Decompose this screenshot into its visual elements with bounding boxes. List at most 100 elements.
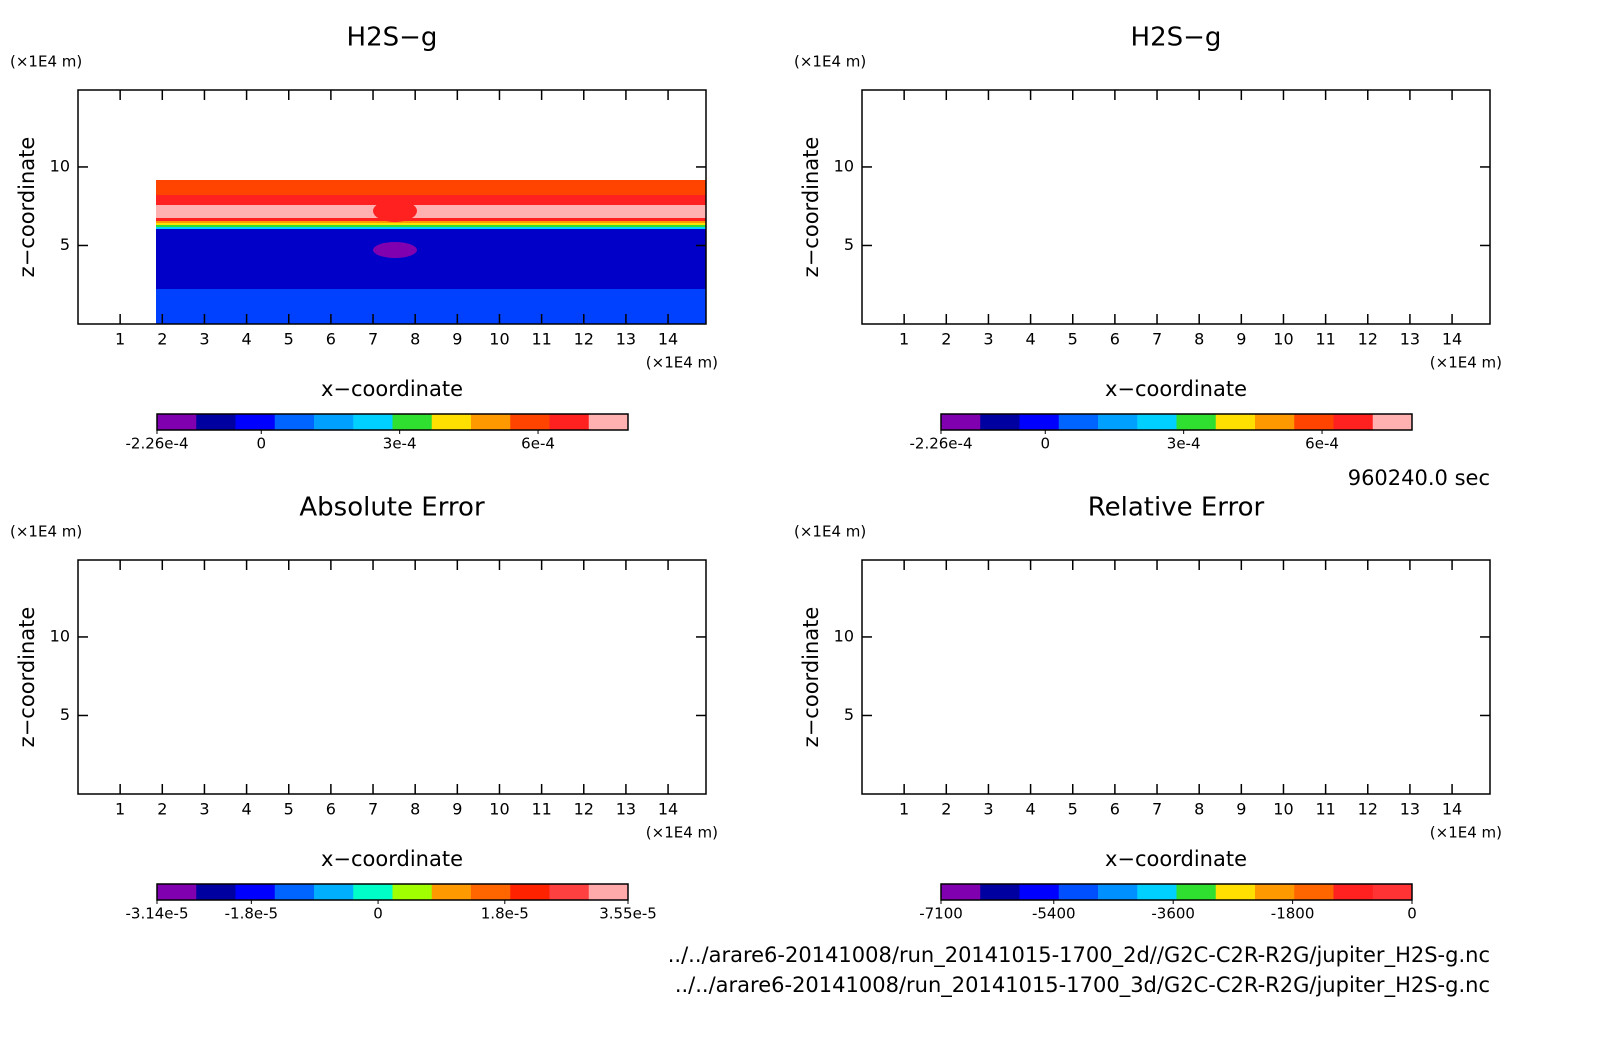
colorbar-bin bbox=[1333, 884, 1374, 900]
field bbox=[148, 681, 228, 699]
colorbar-bin bbox=[1058, 414, 1099, 430]
field bbox=[872, 562, 972, 578]
colorbar-tick-label: -1800 bbox=[1271, 905, 1315, 923]
colorbar-tick-label: -1.8e-5 bbox=[225, 905, 278, 923]
y-tick-label: 5 bbox=[60, 235, 70, 254]
colorbar-bin bbox=[1333, 414, 1374, 430]
colorbar-bin bbox=[1058, 884, 1099, 900]
field bbox=[338, 622, 398, 638]
colorbar-bin bbox=[196, 414, 236, 430]
y-tick-label: 10 bbox=[50, 156, 70, 175]
colorbar-tick-label: -2.26e-4 bbox=[126, 435, 189, 453]
field bbox=[568, 735, 706, 794]
field bbox=[368, 597, 384, 609]
field-band bbox=[78, 116, 706, 119]
field-band bbox=[156, 218, 706, 221]
y-axis-label: z−coordinate bbox=[15, 607, 39, 748]
x-tick-label: 9 bbox=[1236, 800, 1246, 819]
field bbox=[688, 597, 704, 609]
x-tick-label: 3 bbox=[983, 800, 993, 819]
x-tick-label: 1 bbox=[115, 330, 125, 349]
x-unit: (×1E4 m) bbox=[1430, 824, 1502, 842]
field-band bbox=[862, 218, 1490, 221]
field-band bbox=[156, 180, 706, 195]
x-tick-label: 7 bbox=[1152, 330, 1162, 349]
x-tick-label: 1 bbox=[899, 800, 909, 819]
field-band bbox=[156, 289, 706, 324]
colorbar-bin bbox=[1019, 884, 1060, 900]
x-tick-label: 5 bbox=[1068, 330, 1078, 349]
x-tick-label: 5 bbox=[1068, 800, 1078, 819]
field bbox=[912, 752, 972, 768]
y-unit: (×1E4 m) bbox=[794, 53, 866, 71]
y-unit: (×1E4 m) bbox=[10, 523, 82, 541]
x-tick-label: 5 bbox=[284, 800, 294, 819]
field-band bbox=[862, 122, 1490, 128]
field bbox=[1022, 655, 1490, 794]
x-tick-label: 6 bbox=[1110, 800, 1120, 819]
field bbox=[158, 597, 174, 609]
colorbar-bin bbox=[1294, 884, 1334, 900]
x-tick-label: 14 bbox=[1442, 800, 1462, 819]
x-tick-label: 13 bbox=[1400, 330, 1420, 349]
colorbar-bin bbox=[1019, 414, 1060, 430]
chart-title: Relative Error bbox=[1088, 493, 1265, 523]
field bbox=[1022, 578, 1102, 602]
x-tick-label: 7 bbox=[368, 330, 378, 349]
x-tick-label: 13 bbox=[1400, 800, 1420, 819]
colorbar-bin bbox=[157, 884, 197, 900]
field-band bbox=[862, 128, 1490, 195]
x-tick-label: 4 bbox=[241, 330, 251, 349]
colorbar-bin bbox=[1372, 884, 1413, 900]
field bbox=[235, 597, 251, 609]
field-band bbox=[78, 112, 706, 116]
x-tick-label: 4 bbox=[241, 800, 251, 819]
colorbar-bin bbox=[549, 884, 590, 900]
x-tick-label: 9 bbox=[452, 330, 462, 349]
field-band bbox=[862, 227, 1490, 229]
colorbar-tick-label: -5400 bbox=[1032, 905, 1076, 923]
colorbar-bin bbox=[353, 414, 393, 430]
x-tick-label: 7 bbox=[1152, 800, 1162, 819]
x-unit: (×1E4 m) bbox=[1430, 354, 1502, 372]
x-tick-label: 2 bbox=[157, 800, 167, 819]
y-axis-label: z−coordinate bbox=[15, 137, 39, 278]
x-tick-label: 8 bbox=[410, 330, 420, 349]
x-axis-label: x−coordinate bbox=[321, 847, 463, 871]
x-tick-label: 13 bbox=[616, 800, 636, 819]
field bbox=[1157, 200, 1201, 222]
colorbar-bin bbox=[1098, 884, 1138, 900]
field bbox=[78, 560, 706, 794]
field bbox=[1357, 713, 1407, 727]
field bbox=[488, 737, 568, 753]
colorbar-bin bbox=[1294, 414, 1334, 430]
field bbox=[88, 727, 148, 743]
time-label: 960240.0 sec bbox=[1348, 466, 1490, 490]
colorbar-bin bbox=[392, 414, 433, 430]
x-tick-label: 10 bbox=[489, 800, 509, 819]
x-tick-label: 8 bbox=[1194, 800, 1204, 819]
x-tick-label: 8 bbox=[1194, 330, 1204, 349]
colorbar-bin bbox=[1255, 414, 1295, 430]
field-band bbox=[862, 116, 1490, 119]
colorbar-bin bbox=[1215, 414, 1256, 430]
colorbar-bin bbox=[1176, 414, 1217, 430]
colorbar-bin bbox=[431, 414, 472, 430]
colorbar-bin bbox=[196, 884, 236, 900]
colorbar-bin bbox=[314, 884, 354, 900]
field bbox=[1437, 568, 1487, 582]
field bbox=[134, 596, 152, 608]
x-tick-label: 2 bbox=[941, 800, 951, 819]
field bbox=[862, 618, 1041, 714]
plot-frame bbox=[861, 89, 1491, 325]
colorbar-bin bbox=[274, 414, 315, 430]
field bbox=[78, 560, 706, 586]
chart-title: H2S−g bbox=[347, 23, 438, 53]
x-tick-label: 12 bbox=[1358, 800, 1378, 819]
colorbar-frame bbox=[940, 883, 1413, 901]
colorbar-frame bbox=[156, 883, 629, 901]
colorbar-bin bbox=[510, 884, 550, 900]
colorbar-bin bbox=[1137, 414, 1177, 430]
colorbar-bin bbox=[941, 884, 981, 900]
field bbox=[1157, 242, 1201, 258]
